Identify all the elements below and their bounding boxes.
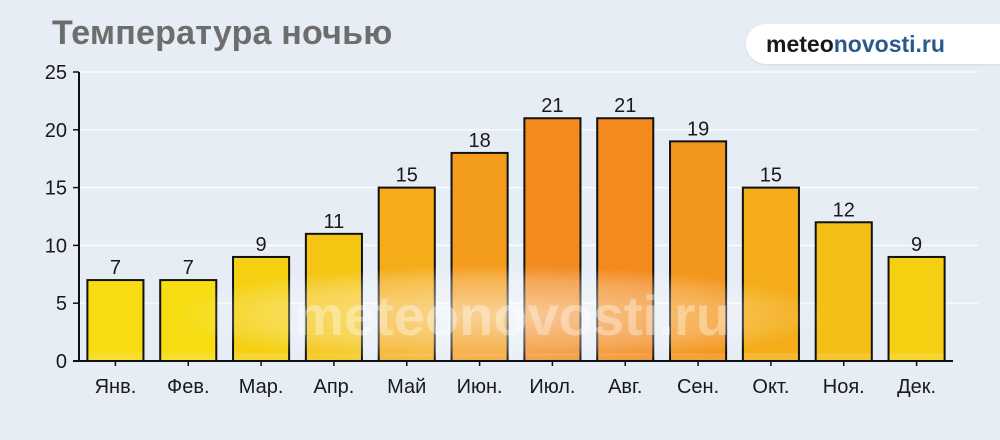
data-label-8: 19 xyxy=(687,118,709,140)
brand-text: meteonovosti.ru xyxy=(766,31,945,58)
brand-text-part2: novosti.ru xyxy=(833,31,945,57)
y-tick-label-15: 15 xyxy=(45,178,67,200)
bar-10[interactable] xyxy=(814,221,873,362)
x-tick-label-10: Ноя. xyxy=(823,376,865,398)
x-tick-label-0: Янв. xyxy=(95,376,137,398)
y-tick-label-25: 25 xyxy=(45,62,67,84)
bars xyxy=(86,117,946,362)
bar-shine-9 xyxy=(743,353,798,360)
y-tick-label-0: 0 xyxy=(56,351,67,373)
x-tick-label-6: Июл. xyxy=(529,376,575,398)
x-tick-label-7: Авг. xyxy=(608,376,642,398)
data-label-0: 7 xyxy=(110,257,121,279)
data-label-6: 21 xyxy=(541,95,563,117)
data-label-11: 9 xyxy=(911,234,922,256)
y-tick-label-10: 10 xyxy=(45,235,67,257)
bar-shine-2 xyxy=(234,353,289,360)
data-label-7: 21 xyxy=(614,95,636,117)
bar-3[interactable] xyxy=(304,232,363,362)
axes: Янв. Фев. Мар. Апр. Май Июн. Июл. Авг. Сен. Окт. Н… xyxy=(45,62,953,398)
data-label-5: 18 xyxy=(468,130,490,152)
bar-9[interactable] xyxy=(741,186,800,362)
brand-text-part1: meteo xyxy=(766,31,834,57)
x-tick-label-11: Дек. xyxy=(897,376,936,398)
bar-8[interactable] xyxy=(669,140,728,362)
bar-shine-10 xyxy=(816,353,871,360)
bar-shine-8 xyxy=(671,353,726,360)
data-label-1: 7 xyxy=(183,257,194,279)
y-tick-label-5: 5 xyxy=(56,293,67,315)
data-label-4: 15 xyxy=(396,165,418,187)
data-label-9: 15 xyxy=(760,165,782,187)
bar-shine-11 xyxy=(889,353,944,360)
bar-shine-3 xyxy=(306,353,361,360)
bar-shine-7 xyxy=(598,353,653,360)
bar-shine-5 xyxy=(452,353,507,360)
y-tick-label-20: 20 xyxy=(45,120,67,142)
bar-2[interactable] xyxy=(232,255,291,362)
x-tick-label-5: Июн. xyxy=(457,376,503,398)
bar-shine-6 xyxy=(525,353,580,360)
data-label-3: 11 xyxy=(324,211,345,233)
x-tick-label-1: Фев. xyxy=(167,376,210,398)
data-label-10: 12 xyxy=(833,199,855,221)
bar-shine-1 xyxy=(161,353,216,360)
bar-1[interactable] xyxy=(159,279,218,362)
x-tick-label-3: Апр. xyxy=(313,376,354,398)
bar-5[interactable] xyxy=(450,151,509,362)
bar-7[interactable] xyxy=(596,117,655,362)
bar-11[interactable] xyxy=(887,255,946,362)
bar-4[interactable] xyxy=(377,186,436,362)
x-tick-label-4: Май xyxy=(387,376,426,398)
brand-logo[interactable]: meteonovosti.ru xyxy=(746,24,1000,64)
bar-shine-4 xyxy=(379,353,434,360)
x-tick-label-2: Мар. xyxy=(239,376,284,398)
x-tick-label-8: Сен. xyxy=(677,376,719,398)
data-labels: 7 7 9 11 15 18 21 21 19 15 12 9 xyxy=(110,95,922,279)
bar-shine-0 xyxy=(88,353,143,360)
chart-title: Температура ночью xyxy=(52,14,393,52)
x-tick-label-9: Окт. xyxy=(752,376,789,398)
bar-0[interactable] xyxy=(86,279,145,362)
bar-6[interactable] xyxy=(523,117,582,362)
data-label-2: 9 xyxy=(256,234,267,256)
